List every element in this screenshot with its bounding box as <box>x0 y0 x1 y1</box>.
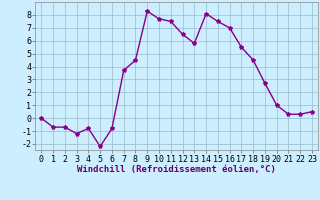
X-axis label: Windchill (Refroidissement éolien,°C): Windchill (Refroidissement éolien,°C) <box>77 165 276 174</box>
